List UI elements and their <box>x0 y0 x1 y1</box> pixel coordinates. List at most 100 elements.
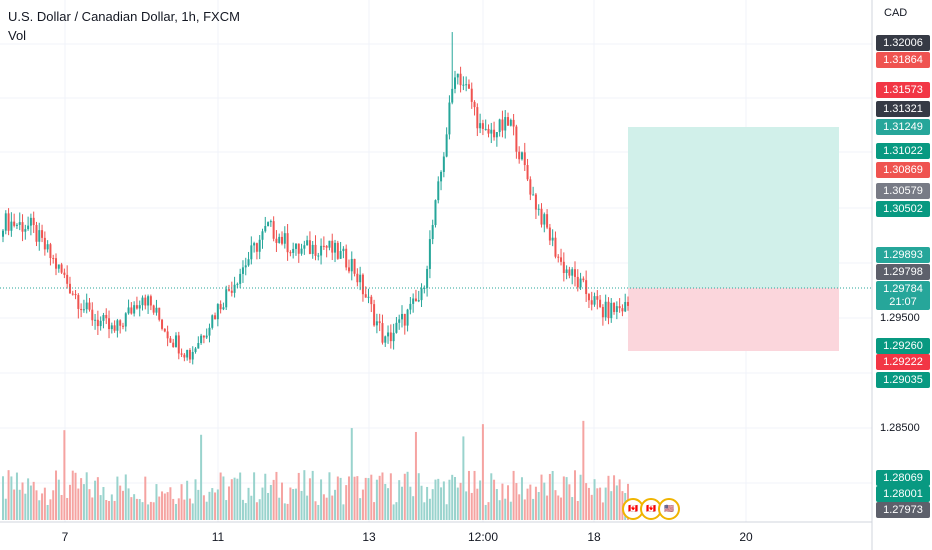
volume-bar <box>46 504 49 520</box>
volume-bar <box>359 498 362 520</box>
candle-body <box>428 239 431 269</box>
candle-body <box>161 319 164 329</box>
candle-body <box>540 208 543 225</box>
price-tag-buy: 1.31022 <box>876 143 930 159</box>
candle-body <box>387 332 390 337</box>
volume-bar <box>361 489 364 520</box>
volume-bar <box>573 470 576 520</box>
candle-body <box>311 244 314 254</box>
candle-body <box>596 296 599 300</box>
volume-bar <box>63 430 66 520</box>
candle-body <box>481 123 484 129</box>
candle-body <box>2 230 4 237</box>
volume-bar <box>283 503 286 520</box>
candle-body <box>484 128 487 130</box>
price-tag-neutral: 1.30579 <box>876 183 930 199</box>
volume-bar <box>523 499 526 520</box>
volume-bar <box>479 480 482 520</box>
candle-body <box>462 84 465 86</box>
currency-label[interactable]: CAD <box>884 7 908 19</box>
usa-flag-icon[interactable]: 🇺🇸 <box>658 498 680 520</box>
volume-bar <box>13 489 16 520</box>
volume-bar <box>102 487 105 520</box>
volume-bar <box>537 492 540 520</box>
candle-body <box>225 289 228 308</box>
candle-body <box>621 308 624 312</box>
candle-body <box>149 296 152 306</box>
volume-bar <box>85 472 88 520</box>
candle-body <box>534 194 537 210</box>
candle-body <box>205 335 208 338</box>
volume-bar <box>532 498 535 520</box>
candle-body <box>520 152 523 160</box>
volume-bar <box>428 498 431 520</box>
volume-bar <box>414 431 417 520</box>
volume-bar <box>300 490 303 520</box>
candle-body <box>389 332 392 342</box>
candle-body <box>610 302 613 319</box>
volume-bar <box>49 499 52 520</box>
candle-body <box>562 261 565 274</box>
volume-bar <box>501 483 504 520</box>
candle-body <box>526 165 529 180</box>
candle-body <box>281 236 284 244</box>
candle-body <box>325 246 328 248</box>
volume-bar <box>599 487 602 520</box>
candle-body <box>41 230 44 238</box>
volume-bar <box>490 473 493 520</box>
volume-bar <box>403 473 406 520</box>
volume-bar <box>289 487 292 520</box>
volume-bar <box>375 479 378 520</box>
volume-bar <box>174 503 177 520</box>
candle-body <box>74 294 77 296</box>
candle-body <box>532 194 535 196</box>
candle-body <box>177 335 180 354</box>
symbol-title[interactable]: U.S. Dollar / Canadian Dollar, 1h, FXCM <box>8 9 240 24</box>
volume-bar <box>219 472 222 520</box>
candle-body <box>392 332 395 342</box>
candle-body <box>479 123 482 129</box>
volume-bar <box>253 472 256 520</box>
candle-body <box>529 179 532 195</box>
volume-bar <box>60 495 63 520</box>
candle-body <box>548 227 551 241</box>
volume-bar <box>211 488 214 520</box>
volume-bar <box>487 502 490 520</box>
volume-indicator-label[interactable]: Vol <box>8 28 27 43</box>
candle-body <box>127 307 130 314</box>
volume-bar <box>590 494 593 520</box>
volume-bar <box>130 497 133 520</box>
candle-body <box>152 305 155 313</box>
volume-bar <box>264 473 267 520</box>
candle-body <box>32 217 35 226</box>
candle-body <box>113 325 116 331</box>
candle-body <box>364 294 367 298</box>
candle-body <box>188 349 191 360</box>
candle-body <box>289 252 292 254</box>
volume-bar <box>80 478 83 520</box>
volume-bar <box>467 470 470 520</box>
volume-bar <box>55 470 58 520</box>
candle-body <box>334 242 337 253</box>
volume-bar <box>258 499 261 520</box>
volume-bar <box>194 479 197 520</box>
volume-bar <box>269 484 272 520</box>
candle-body <box>320 245 323 256</box>
volume-bar <box>99 495 102 520</box>
volume-bar <box>615 485 618 520</box>
volume-bar <box>303 470 306 520</box>
volume-bar <box>596 488 599 520</box>
volume-bar <box>52 490 55 520</box>
volume-bar <box>456 487 459 520</box>
candle-body <box>615 306 618 312</box>
volume-bar <box>41 493 44 520</box>
candle-body <box>116 320 119 331</box>
candle-body <box>314 244 317 256</box>
volume-bar <box>43 487 46 520</box>
volume-bar <box>149 501 152 520</box>
volume-bar <box>172 498 175 520</box>
volume-bar <box>119 485 122 520</box>
candle-body <box>241 267 244 274</box>
candle-body <box>331 240 334 253</box>
